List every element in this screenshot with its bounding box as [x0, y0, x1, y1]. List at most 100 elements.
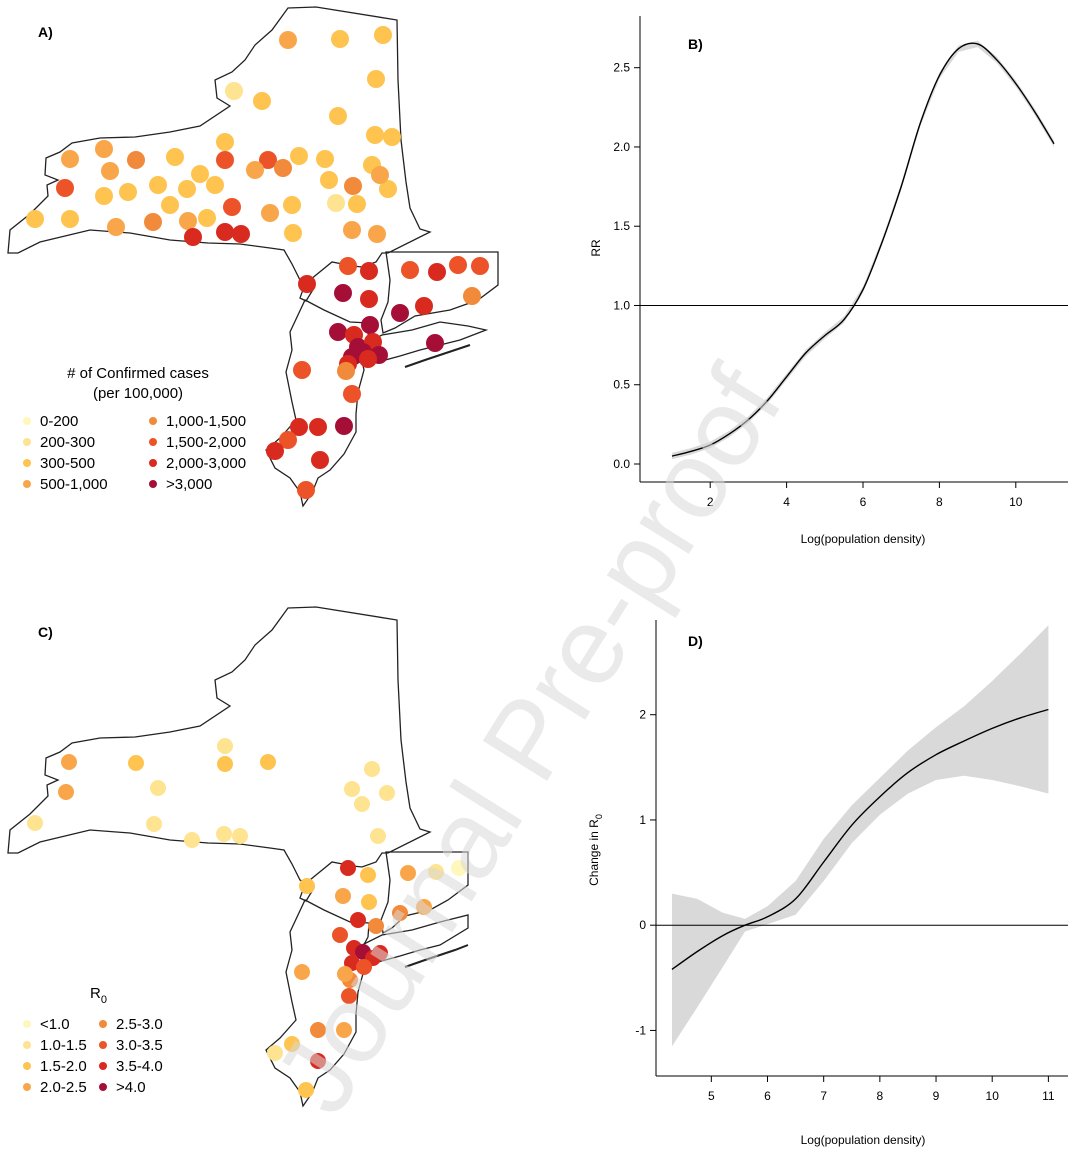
x-tick-label: 5: [708, 1089, 715, 1103]
county-dot: [217, 738, 233, 754]
county-dot: [360, 290, 378, 308]
legend-c-item-swatch: [99, 1020, 107, 1028]
legend-a-subtitle: (per 100,000): [93, 385, 183, 402]
county-dot: [370, 828, 386, 844]
county-dot: [299, 878, 315, 894]
county-dot: [61, 150, 79, 168]
county-dot: [327, 194, 345, 212]
county-dot: [360, 262, 378, 280]
x-tick-label: 9: [933, 1089, 940, 1103]
y-axis-title-d-sub: 0: [594, 814, 604, 819]
county-dot: [179, 212, 197, 230]
county-dot: [279, 431, 297, 449]
legend-a-items: 0-200 200-300 300-500 500-1,000 1,000-1,500 1…: [23, 413, 246, 493]
connecticut-outline-c: [380, 851, 469, 935]
county-dot: [329, 107, 347, 125]
x-tick-label: 8: [877, 1089, 884, 1103]
x-tick-label: 7: [820, 1089, 827, 1103]
legend-c-title-sub: 0: [101, 994, 107, 1006]
county-dot: [331, 30, 349, 48]
county-dot: [284, 224, 302, 242]
county-dot: [260, 754, 276, 770]
county-dot: [368, 918, 384, 934]
x-tick-label: 2: [707, 495, 714, 509]
county-dot: [293, 361, 311, 379]
county-dot: [290, 418, 308, 436]
fitted-curve: [671, 708, 1049, 970]
county-dot: [334, 284, 352, 302]
county-dot: [360, 867, 376, 883]
county-dot: [463, 287, 481, 305]
county-dot: [379, 180, 397, 198]
county-dot: [127, 151, 145, 169]
county-dot: [316, 150, 334, 168]
legend-c-title-r: R: [90, 985, 101, 1002]
y-axis-title-b: RR: [589, 239, 603, 257]
county-dot: [471, 257, 489, 275]
county-dot: [216, 151, 234, 169]
y-tick-label: 1: [639, 813, 646, 827]
x-tick-label: 4: [783, 495, 790, 509]
y-tick-label: 1.5: [613, 219, 630, 233]
county-dot: [379, 785, 395, 801]
county-dot: [310, 1053, 326, 1069]
county-dot: [290, 147, 308, 165]
county-dot: [341, 988, 357, 1004]
county-dot: [337, 362, 355, 380]
county-dot: [146, 816, 162, 832]
county-dot: [371, 166, 389, 184]
y-axis-title-d: Change in R0: [587, 814, 604, 886]
county-dot: [310, 1022, 326, 1038]
county-dot: [337, 966, 353, 982]
county-dot: [344, 177, 362, 195]
confidence-band: [672, 625, 1049, 1047]
county-dot: [391, 304, 409, 322]
legend-c-item-swatch: [99, 1041, 107, 1049]
county-dot: [150, 780, 166, 796]
county-dot: [144, 213, 162, 231]
legend-a-item-swatch: [23, 480, 31, 488]
county-dot: [343, 385, 361, 403]
x-tick-label: 6: [764, 1089, 771, 1103]
x-tick-label: 10: [986, 1089, 1000, 1103]
rr-plot: 0.0 0.5 1.0 1.5 2.0 2.5 2 4 6 8 10: [613, 40, 1068, 509]
panel-b-label: B): [688, 36, 703, 52]
panel-a-label: A): [38, 24, 53, 40]
panel-c: C) R0 <1.0 1.0-1.5 1.5-2.0 2.0-2.5 2.5-3.0 3.…: [7, 606, 469, 1108]
county-dot: [348, 195, 366, 213]
county-dot: [401, 261, 419, 279]
legend-c-item-swatch: [99, 1083, 107, 1091]
y-tick-label: 0: [639, 918, 646, 932]
legend-c-item-label: 3.0-3.5: [116, 1037, 163, 1054]
county-dot: [259, 151, 277, 169]
county-dot: [198, 209, 216, 227]
legend-a-item-label: 1,000-1,500: [166, 413, 246, 430]
legend-c-item-label: <1.0: [40, 1016, 70, 1033]
county-dot: [298, 1082, 314, 1098]
county-dot: [400, 865, 416, 881]
county-dot: [339, 257, 357, 275]
county-dot: [383, 128, 401, 146]
county-dot: [26, 210, 44, 228]
legend-a-item-swatch: [149, 480, 157, 488]
county-dot: [107, 218, 125, 236]
legend-c-item-label: 1.5-2.0: [40, 1058, 87, 1075]
legend-a-item-label: 200-300: [40, 434, 95, 451]
y-tick-label: 0.5: [613, 378, 630, 392]
county-dot: [253, 92, 271, 110]
county-dot: [284, 1036, 300, 1052]
legend-c-item-swatch: [23, 1041, 31, 1049]
panel-d: D) -1 0 1 2 5 6 7 8 9 10 11 Log(population density…: [587, 620, 1068, 1147]
county-dot: [416, 899, 432, 915]
county-dot: [216, 223, 234, 241]
r0-dots: [27, 738, 467, 1098]
legend-c-item-label: 2.0-2.5: [40, 1079, 87, 1096]
county-dot: [335, 417, 353, 435]
county-dot: [368, 225, 386, 243]
county-dot: [166, 148, 184, 166]
legend-c-item-label: 3.5-4.0: [116, 1058, 163, 1075]
county-dot: [216, 133, 234, 151]
county-dot: [356, 959, 372, 975]
legend-a: # of Confirmed cases (per 100,000) 0-200…: [23, 365, 246, 493]
